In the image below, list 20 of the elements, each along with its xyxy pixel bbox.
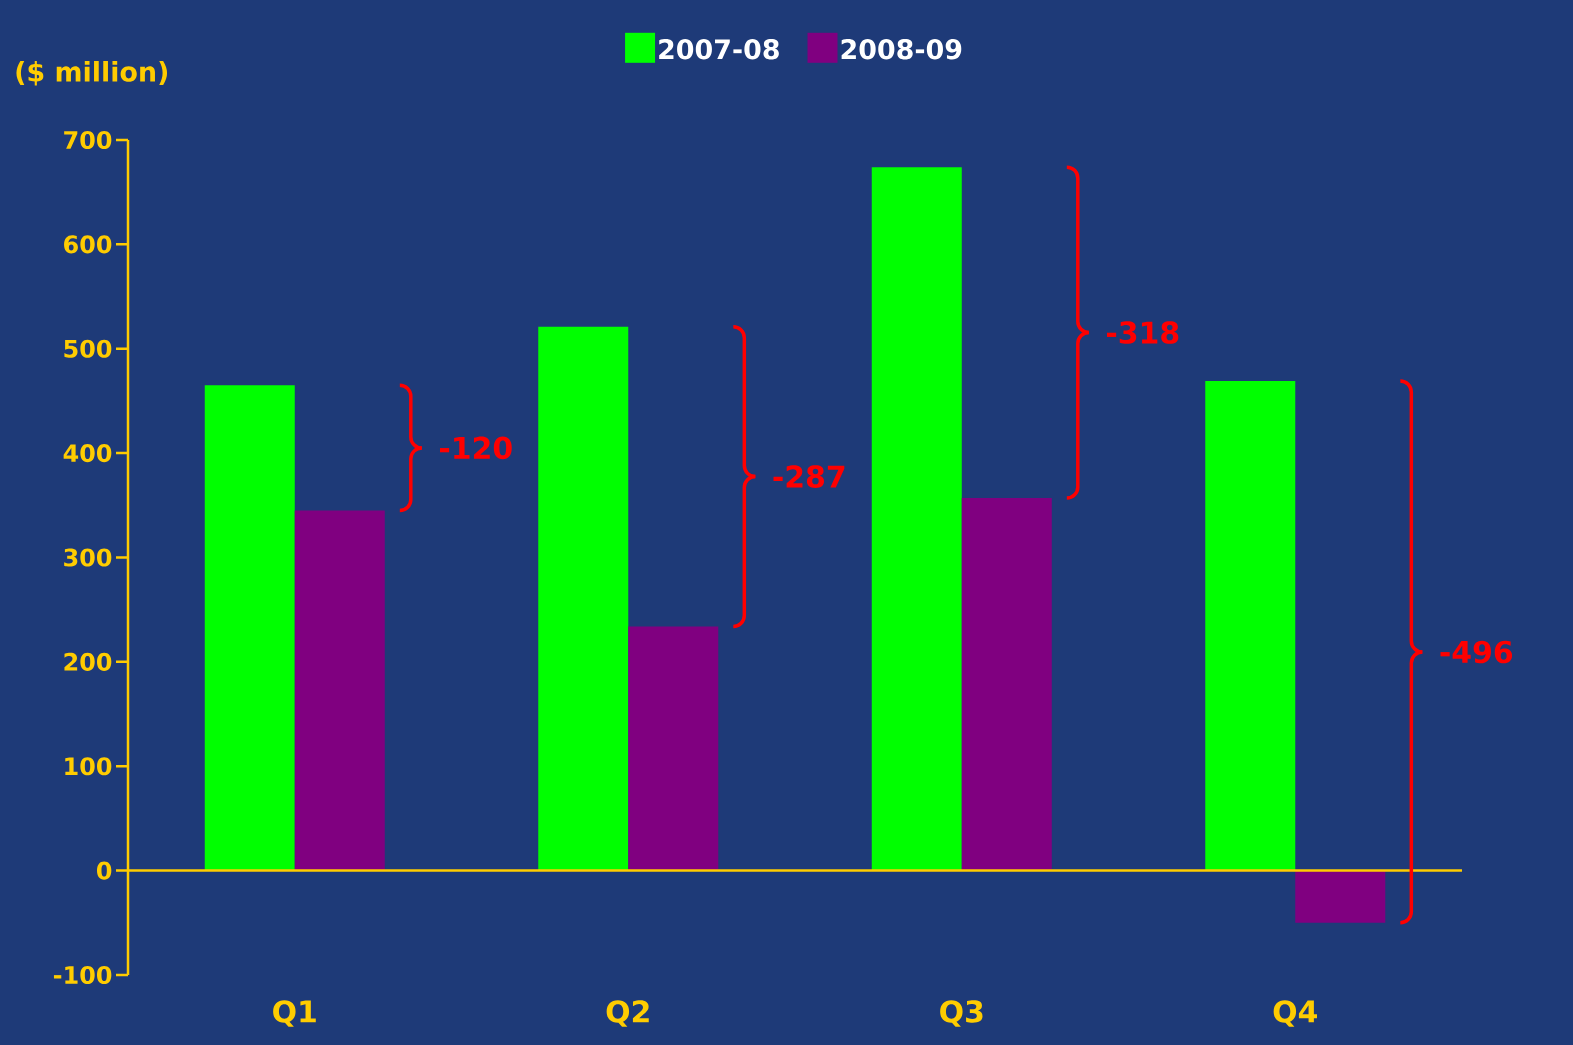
- legend-label: 2008-09: [841, 39, 962, 60]
- y-tick-label: 200: [64, 652, 112, 671]
- y-axis-title: ($ million): [16, 60, 168, 86]
- y-tick-label: 500: [64, 339, 112, 358]
- y-tick-label: 0: [96, 861, 112, 880]
- y-tick-label: 600: [64, 235, 112, 254]
- annotation: -318: [1107, 321, 1179, 344]
- legend-label: 2007-08: [659, 39, 779, 60]
- x-tick-label: Q3: [940, 1000, 983, 1027]
- x-tick-label: Q1: [273, 1000, 316, 1027]
- y-tick-label: 100: [65, 757, 112, 776]
- y-tick-label: 400: [63, 444, 112, 463]
- x-tick-label: Q4: [1273, 1000, 1317, 1027]
- annotation: -496: [1440, 640, 1513, 664]
- y-tick-label: 300: [64, 548, 112, 567]
- y-tick-label: 700: [64, 130, 112, 150]
- x-tick-label: Q2: [606, 1000, 649, 1027]
- annotation: -120: [439, 436, 512, 460]
- annotation: -287: [773, 465, 845, 488]
- y-tick-label: -100: [53, 965, 112, 985]
